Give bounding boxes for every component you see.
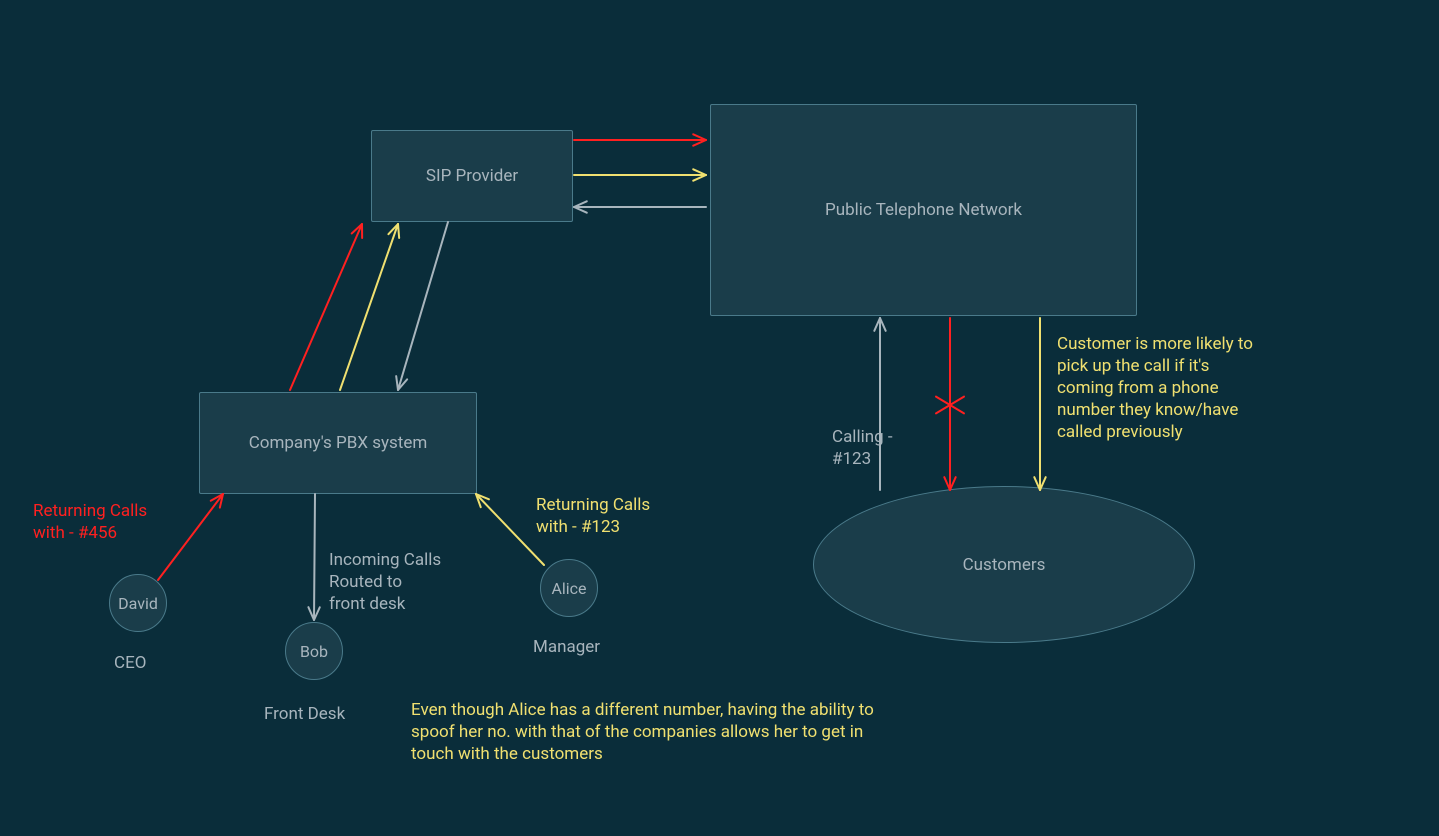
- annotation-returning-123: Returning Calls with - #123: [536, 494, 650, 538]
- node-customers: Customers: [813, 486, 1195, 643]
- node-sip-provider: SIP Provider: [371, 130, 573, 222]
- node-public-telephone-network: Public Telephone Network: [710, 104, 1137, 316]
- label-bob-role: Front Desk: [264, 703, 345, 725]
- annotation-calling-123: Calling - #123: [832, 426, 893, 470]
- node-label: Alice: [551, 579, 586, 598]
- annotation-spoof-note: Even though Alice has a different number…: [411, 699, 874, 765]
- label-alice-role: Manager: [533, 636, 600, 658]
- node-label: Company's PBX system: [249, 433, 428, 453]
- node-label: Customers: [963, 555, 1046, 575]
- node-label: David: [118, 594, 158, 613]
- annotation-pickup-likely: Customer is more likely to pick up the c…: [1057, 333, 1253, 443]
- label-david-role: CEO: [114, 652, 146, 674]
- node-pbx-system: Company's PBX system: [199, 392, 477, 494]
- node-david: David: [109, 574, 167, 632]
- node-label: Public Telephone Network: [825, 200, 1022, 220]
- node-bob: Bob: [285, 622, 343, 680]
- node-label: Bob: [300, 642, 328, 661]
- annotation-incoming-calls: Incoming Calls Routed to front desk: [329, 549, 441, 615]
- node-label: SIP Provider: [426, 166, 518, 186]
- node-alice: Alice: [540, 559, 598, 617]
- annotation-returning-456: Returning Calls with - #456: [33, 500, 147, 544]
